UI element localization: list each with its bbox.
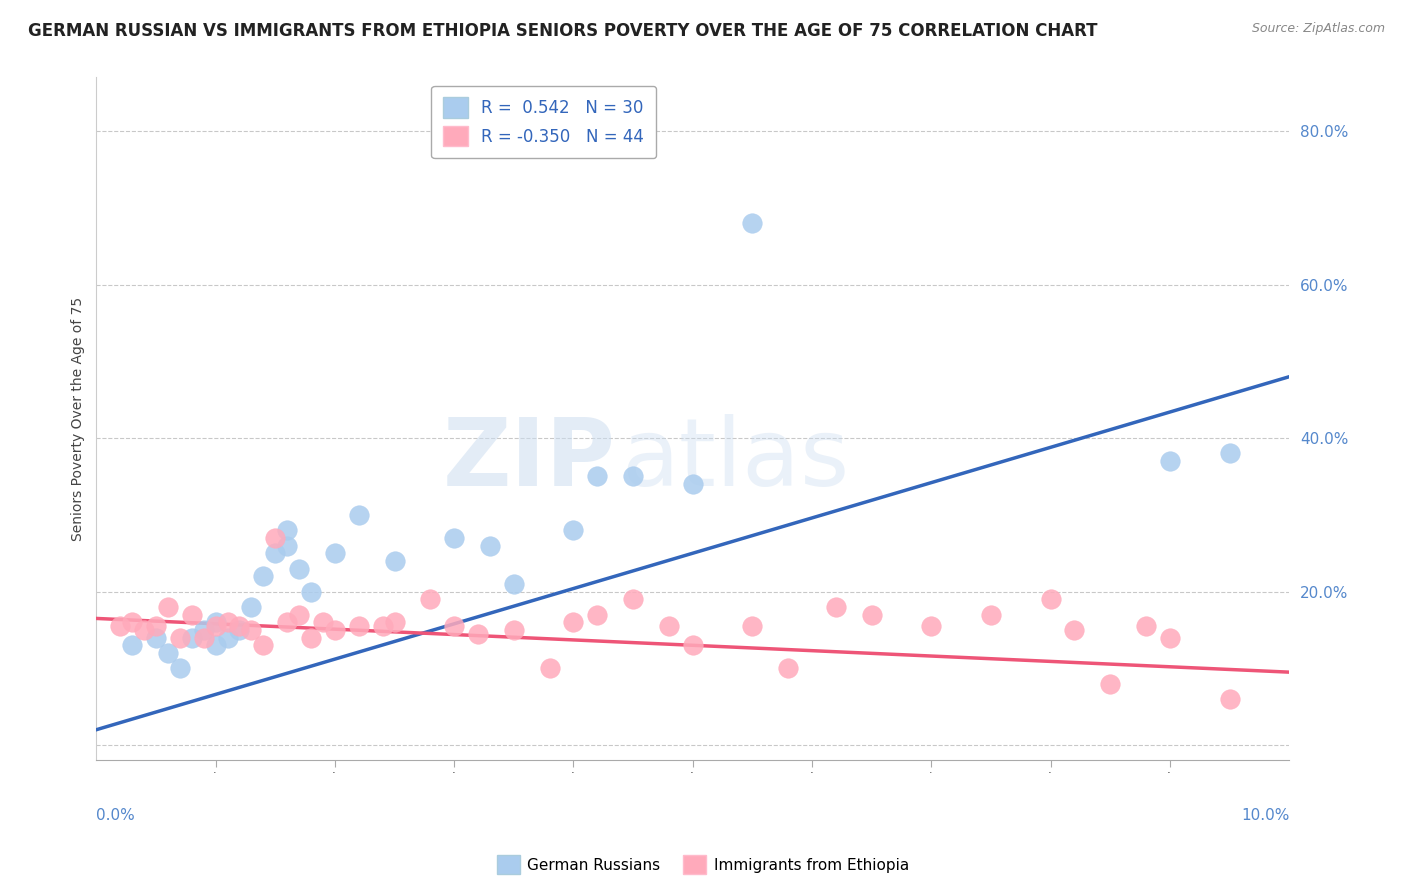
- Point: [240, 599, 263, 614]
- Point: [299, 584, 322, 599]
- Point: [1219, 692, 1241, 706]
- Point: [1159, 454, 1181, 468]
- Legend: R =  0.542   N = 30, R = -0.350   N = 44: R = 0.542 N = 30, R = -0.350 N = 44: [432, 86, 657, 158]
- Point: [121, 615, 143, 630]
- Point: [371, 619, 394, 633]
- Point: [467, 627, 489, 641]
- Point: [312, 615, 335, 630]
- Point: [156, 646, 179, 660]
- Point: [778, 661, 800, 675]
- Point: [288, 561, 311, 575]
- Point: [443, 619, 465, 633]
- Point: [121, 638, 143, 652]
- Text: atlas: atlas: [621, 414, 849, 506]
- Point: [204, 615, 226, 630]
- Point: [180, 607, 202, 622]
- Point: [419, 592, 441, 607]
- Point: [1219, 446, 1241, 460]
- Text: 0.0%: 0.0%: [97, 808, 135, 823]
- Point: [299, 631, 322, 645]
- Point: [621, 592, 644, 607]
- Point: [252, 638, 274, 652]
- Point: [193, 631, 215, 645]
- Point: [980, 607, 1002, 622]
- Point: [586, 469, 609, 483]
- Point: [682, 477, 704, 491]
- Point: [860, 607, 883, 622]
- Point: [621, 469, 644, 483]
- Point: [1159, 631, 1181, 645]
- Point: [169, 631, 191, 645]
- Point: [562, 523, 585, 537]
- Point: [586, 607, 609, 622]
- Point: [384, 554, 406, 568]
- Text: 10.0%: 10.0%: [1241, 808, 1289, 823]
- Point: [347, 619, 370, 633]
- Point: [288, 607, 311, 622]
- Text: GERMAN RUSSIAN VS IMMIGRANTS FROM ETHIOPIA SENIORS POVERTY OVER THE AGE OF 75 CO: GERMAN RUSSIAN VS IMMIGRANTS FROM ETHIOP…: [28, 22, 1098, 40]
- Point: [384, 615, 406, 630]
- Point: [741, 619, 763, 633]
- Point: [502, 577, 524, 591]
- Point: [180, 631, 202, 645]
- Point: [276, 615, 298, 630]
- Point: [276, 539, 298, 553]
- Point: [264, 546, 287, 560]
- Point: [156, 599, 179, 614]
- Point: [228, 623, 250, 637]
- Point: [502, 623, 524, 637]
- Point: [204, 638, 226, 652]
- Point: [1063, 623, 1085, 637]
- Point: [825, 599, 848, 614]
- Point: [741, 216, 763, 230]
- Point: [658, 619, 681, 633]
- Point: [682, 638, 704, 652]
- Point: [264, 531, 287, 545]
- Point: [1039, 592, 1062, 607]
- Point: [1099, 676, 1122, 690]
- Point: [145, 619, 167, 633]
- Point: [479, 539, 502, 553]
- Point: [323, 546, 346, 560]
- Point: [920, 619, 942, 633]
- Point: [217, 615, 239, 630]
- Point: [538, 661, 561, 675]
- Point: [240, 623, 263, 637]
- Point: [276, 523, 298, 537]
- Text: Source: ZipAtlas.com: Source: ZipAtlas.com: [1251, 22, 1385, 36]
- Point: [323, 623, 346, 637]
- Point: [347, 508, 370, 522]
- Point: [562, 615, 585, 630]
- Point: [193, 623, 215, 637]
- Point: [145, 631, 167, 645]
- Y-axis label: Seniors Poverty Over the Age of 75: Seniors Poverty Over the Age of 75: [72, 297, 86, 541]
- Text: ZIP: ZIP: [443, 414, 616, 506]
- Point: [228, 619, 250, 633]
- Point: [108, 619, 131, 633]
- Point: [217, 631, 239, 645]
- Point: [204, 619, 226, 633]
- Point: [169, 661, 191, 675]
- Point: [443, 531, 465, 545]
- Point: [132, 623, 155, 637]
- Legend: German Russians, Immigrants from Ethiopia: German Russians, Immigrants from Ethiopi…: [491, 849, 915, 880]
- Point: [252, 569, 274, 583]
- Point: [1135, 619, 1157, 633]
